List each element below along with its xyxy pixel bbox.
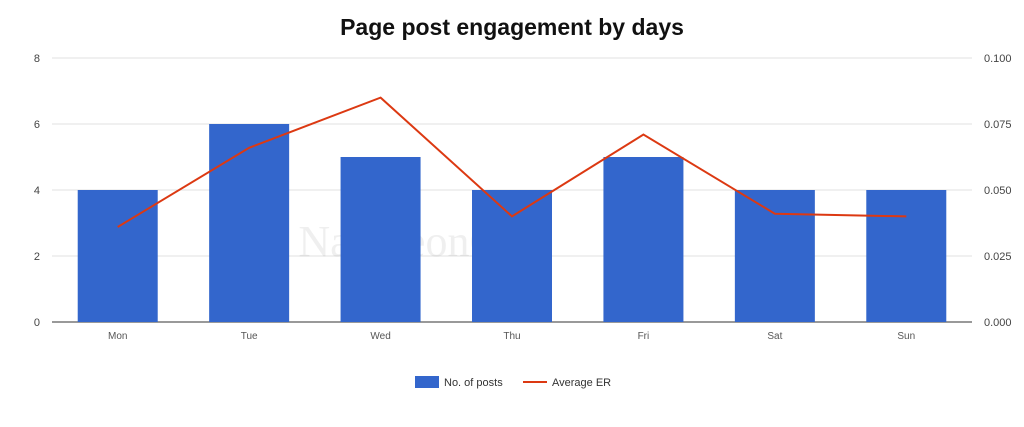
- legend-swatch-posts: [415, 376, 439, 388]
- legend: No. of posts Average ER: [415, 376, 611, 389]
- y-left-tick-label: 2: [34, 251, 40, 263]
- x-category-label: Wed: [370, 331, 390, 342]
- x-axis: Mon Tue Wed Thu Fri Sat Sun: [108, 331, 915, 342]
- y-right-tick-label: 0.075: [984, 119, 1012, 131]
- y-right-tick-label: 0.050: [984, 185, 1012, 197]
- bar: [866, 190, 947, 322]
- y-left-tick-label: 4: [34, 185, 40, 197]
- y-right-tick-label: 0.100: [984, 53, 1012, 65]
- x-category-label: Mon: [108, 331, 127, 342]
- x-category-label: Sat: [767, 331, 782, 342]
- line-series: [117, 96, 907, 228]
- bar-series: [77, 124, 947, 322]
- y-left-tick-label: 0: [34, 317, 40, 329]
- bar: [734, 190, 815, 322]
- bar: [603, 157, 684, 322]
- legend-label-er: Average ER: [552, 377, 611, 389]
- bar: [209, 124, 290, 322]
- x-category-label: Fri: [638, 331, 650, 342]
- y-right-tick-label: 0.000: [984, 317, 1012, 329]
- y-axis-right: 0.000 0.025 0.050 0.075 0.100: [984, 53, 1012, 329]
- legend-label-posts: No. of posts: [444, 377, 503, 389]
- chart-title: Page post engagement by days: [340, 14, 684, 40]
- y-right-tick-label: 0.025: [984, 251, 1012, 263]
- x-category-label: Sun: [897, 331, 915, 342]
- bar: [472, 190, 552, 322]
- x-category-label: Thu: [503, 331, 520, 342]
- y-axis-left: 0 2 4 6 8: [34, 53, 40, 329]
- bar: [340, 157, 421, 322]
- y-left-tick-label: 6: [34, 119, 40, 131]
- x-category-label: Tue: [241, 331, 258, 342]
- y-left-tick-label: 8: [34, 53, 40, 65]
